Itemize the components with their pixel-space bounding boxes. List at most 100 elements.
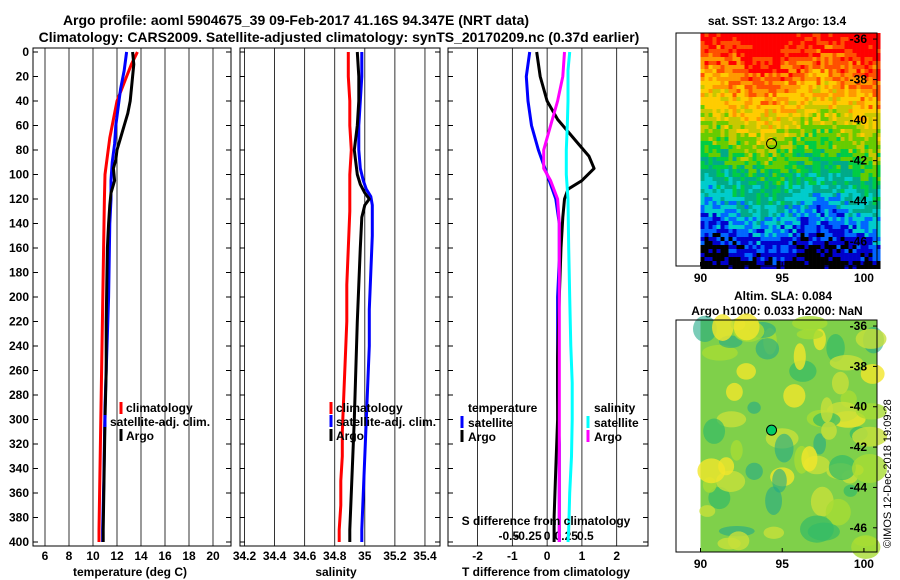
lat-tick-label: -42 [850,440,868,454]
sst-cell [852,133,857,137]
sst-cell [728,233,733,237]
sst-cell [876,57,881,61]
sst-cell [724,157,729,161]
x-tick-label: 20 [206,549,220,563]
sst-cell [704,113,709,117]
sst-cell [856,245,861,249]
sst-cell [784,249,789,253]
sst-cell [808,241,813,245]
sst-cell [728,237,733,241]
sst-cell [860,237,865,241]
sst-cell [824,241,829,245]
sst-cell [808,89,813,93]
sst-cell [820,57,825,61]
sst-cell [848,149,853,153]
sst-cell [804,113,809,117]
sst-cell [736,169,741,173]
sst-cell [836,233,841,237]
sst-cell [868,161,873,165]
sst-cell [796,137,801,141]
sst-cell [860,205,865,209]
sst-cell [808,229,813,233]
sst-cell [812,153,817,157]
sst-cell [792,93,797,97]
sst-cell [820,65,825,69]
sst-cell [756,261,761,265]
sst-cell [724,137,729,141]
sst-cell [828,177,833,181]
sst-cell [836,137,841,141]
sst-cell [868,213,873,217]
sst-cell [716,105,721,109]
sst-cell [712,233,717,237]
sst-cell [744,117,749,121]
sst-cell [824,169,829,173]
sst-cell [720,69,725,73]
sst-cell [768,53,773,57]
sst-cell [736,265,741,269]
sst-cell [788,73,793,77]
sst-cell [728,169,733,173]
sst-cell [724,37,729,41]
sst-cell [844,229,849,233]
s-tick-label: -0.25 [514,529,542,543]
sst-cell [776,41,781,45]
sst-cell [808,185,813,189]
sst-cell [752,141,757,145]
sst-cell [808,257,813,261]
sst-cell [728,205,733,209]
sst-cell [840,53,845,57]
sst-cell [752,65,757,69]
sst-cell [704,233,709,237]
sst-cell [788,209,793,213]
sst-cell [832,97,837,101]
sst-cell [752,229,757,233]
sst-cell [792,257,797,261]
sst-cell [856,253,861,257]
sst-cell [804,141,809,145]
sst-cell [724,189,729,193]
sst-cell [708,205,713,209]
sst-cell [844,41,849,45]
sst-cell [868,57,873,61]
sst-cell [788,153,793,157]
sla-blob [801,446,818,472]
sst-cell [876,265,881,269]
sst-cell [876,197,881,201]
sst-cell [820,41,825,45]
sst-cell [856,117,861,121]
sst-cell [812,177,817,181]
sst-cell [764,137,769,141]
sst-cell [808,209,813,213]
salinity-profile-panel: 34.2 34.4 34.6 34.8 35 35.2 35.4 salinity clim… [233,47,441,579]
sst-cell [764,229,769,233]
sst-cell [864,241,869,245]
sst-cell [732,149,737,153]
sst-cell [872,165,877,169]
sst-cell [716,241,721,245]
sst-cell [860,253,865,257]
sst-cell [752,173,757,177]
sst-cell [712,169,717,173]
sst-cell [744,237,749,241]
sst-cell [792,201,797,205]
sst-cell [812,229,817,233]
sst-cell [876,73,881,77]
sst-cell [828,169,833,173]
sst-cell [728,201,733,205]
sst-cell [736,89,741,93]
sst-cell [776,105,781,109]
sst-cell [876,89,881,93]
sst-cell [712,149,717,153]
sst-cell [708,193,713,197]
sst-cell [852,49,857,53]
sst-cell [820,241,825,245]
sst-cell [768,173,773,177]
sla-blob [755,338,780,360]
sst-cell [848,169,853,173]
sst-cell [732,221,737,225]
sst-cell [768,33,773,37]
sst-cell [712,69,717,73]
sst-cell [760,97,765,101]
salinity-legend: climatology satellite-adj. clim. Argo [329,401,436,443]
